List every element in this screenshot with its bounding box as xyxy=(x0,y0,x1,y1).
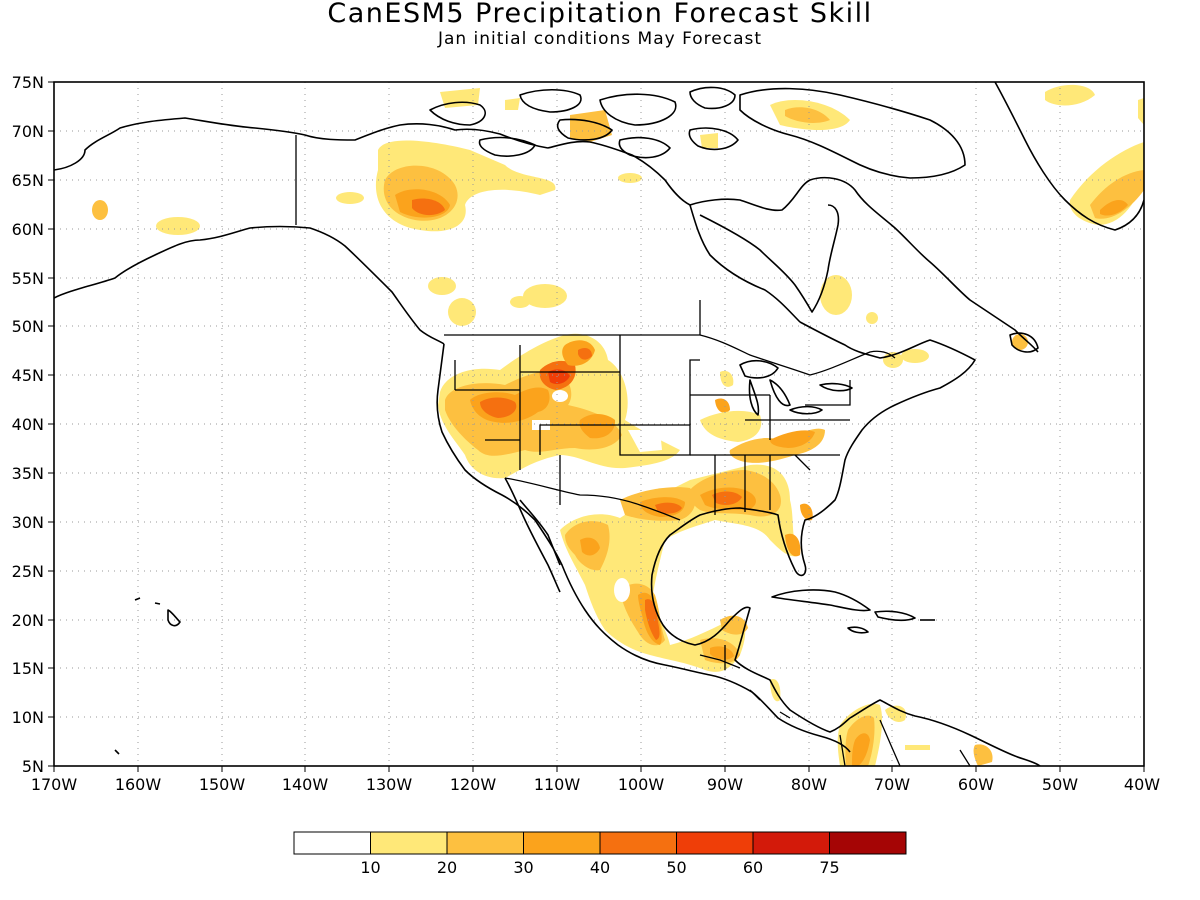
lon-label: 120W xyxy=(450,775,497,794)
axis-ticks xyxy=(48,81,1145,772)
colorbar-label: 40 xyxy=(590,858,610,877)
map-subtitle: Jan initial conditions May Forecast xyxy=(437,29,763,49)
lat-label: 70N xyxy=(12,122,44,141)
colorbar-swatch-1 xyxy=(370,831,448,855)
colorbar-swatch-0 xyxy=(293,831,371,855)
lat-label: 45N xyxy=(12,366,44,385)
lon-label: 80W xyxy=(791,775,827,794)
colorbar-swatch-4 xyxy=(599,831,677,855)
colorbar-label: 50 xyxy=(666,858,686,877)
political-borders xyxy=(295,135,971,766)
colorbar-swatch-5 xyxy=(676,831,754,855)
map-title: CanESM5 Precipitation Forecast Skill xyxy=(327,0,873,29)
colorbar-label: 75 xyxy=(819,858,839,877)
skill-shading xyxy=(92,84,1144,766)
lat-label: 35N xyxy=(12,464,44,483)
lon-label: 40W xyxy=(1124,775,1160,794)
lat-label: 55N xyxy=(12,269,44,288)
lon-label: 140W xyxy=(282,775,329,794)
lon-label: 90W xyxy=(707,775,743,794)
lon-label: 110W xyxy=(534,775,581,794)
lat-label: 10N xyxy=(12,708,44,727)
lon-label: 70W xyxy=(874,775,910,794)
lon-label: 50W xyxy=(1042,775,1078,794)
lat-label: 30N xyxy=(12,513,44,532)
lat-label: 40N xyxy=(12,415,44,434)
lat-lon-grid xyxy=(54,82,1144,766)
colorbar-swatch-7 xyxy=(829,831,907,855)
skill-region-greenland xyxy=(1045,84,1095,106)
colorbar-swatch-6 xyxy=(752,831,830,855)
lat-label: 15N xyxy=(12,659,44,678)
lon-label: 150W xyxy=(199,775,246,794)
colorbar-label: 10 xyxy=(360,858,380,877)
lat-label: 25N xyxy=(12,562,44,581)
colorbar-swatch-2 xyxy=(446,831,524,855)
longitude-labels: 170W 160W 150W 140W 130W 120W 110W 100W … xyxy=(31,775,1160,794)
lat-label: 20N xyxy=(12,611,44,630)
colorbar-swatch-3 xyxy=(523,831,601,855)
lon-label: 60W xyxy=(958,775,994,794)
lon-label: 160W xyxy=(115,775,162,794)
lat-label: 5N xyxy=(22,757,44,776)
colorbar-label: 60 xyxy=(743,858,763,877)
lon-label: 170W xyxy=(31,775,78,794)
lon-label: 100W xyxy=(618,775,665,794)
lat-label: 60N xyxy=(12,220,44,239)
lat-label: 75N xyxy=(12,73,44,92)
latitude-labels: 75N 70N 65N 60N 55N 50N 45N 40N 35N 30N … xyxy=(12,73,44,776)
colorbar-label: 30 xyxy=(513,858,533,877)
coastlines xyxy=(54,82,1144,766)
colorbar-label: 20 xyxy=(437,858,457,877)
lat-label: 65N xyxy=(12,171,44,190)
lon-label: 130W xyxy=(366,775,413,794)
lat-label: 50N xyxy=(12,317,44,336)
colorbar: 10 20 30 40 50 60 75 xyxy=(293,831,907,877)
